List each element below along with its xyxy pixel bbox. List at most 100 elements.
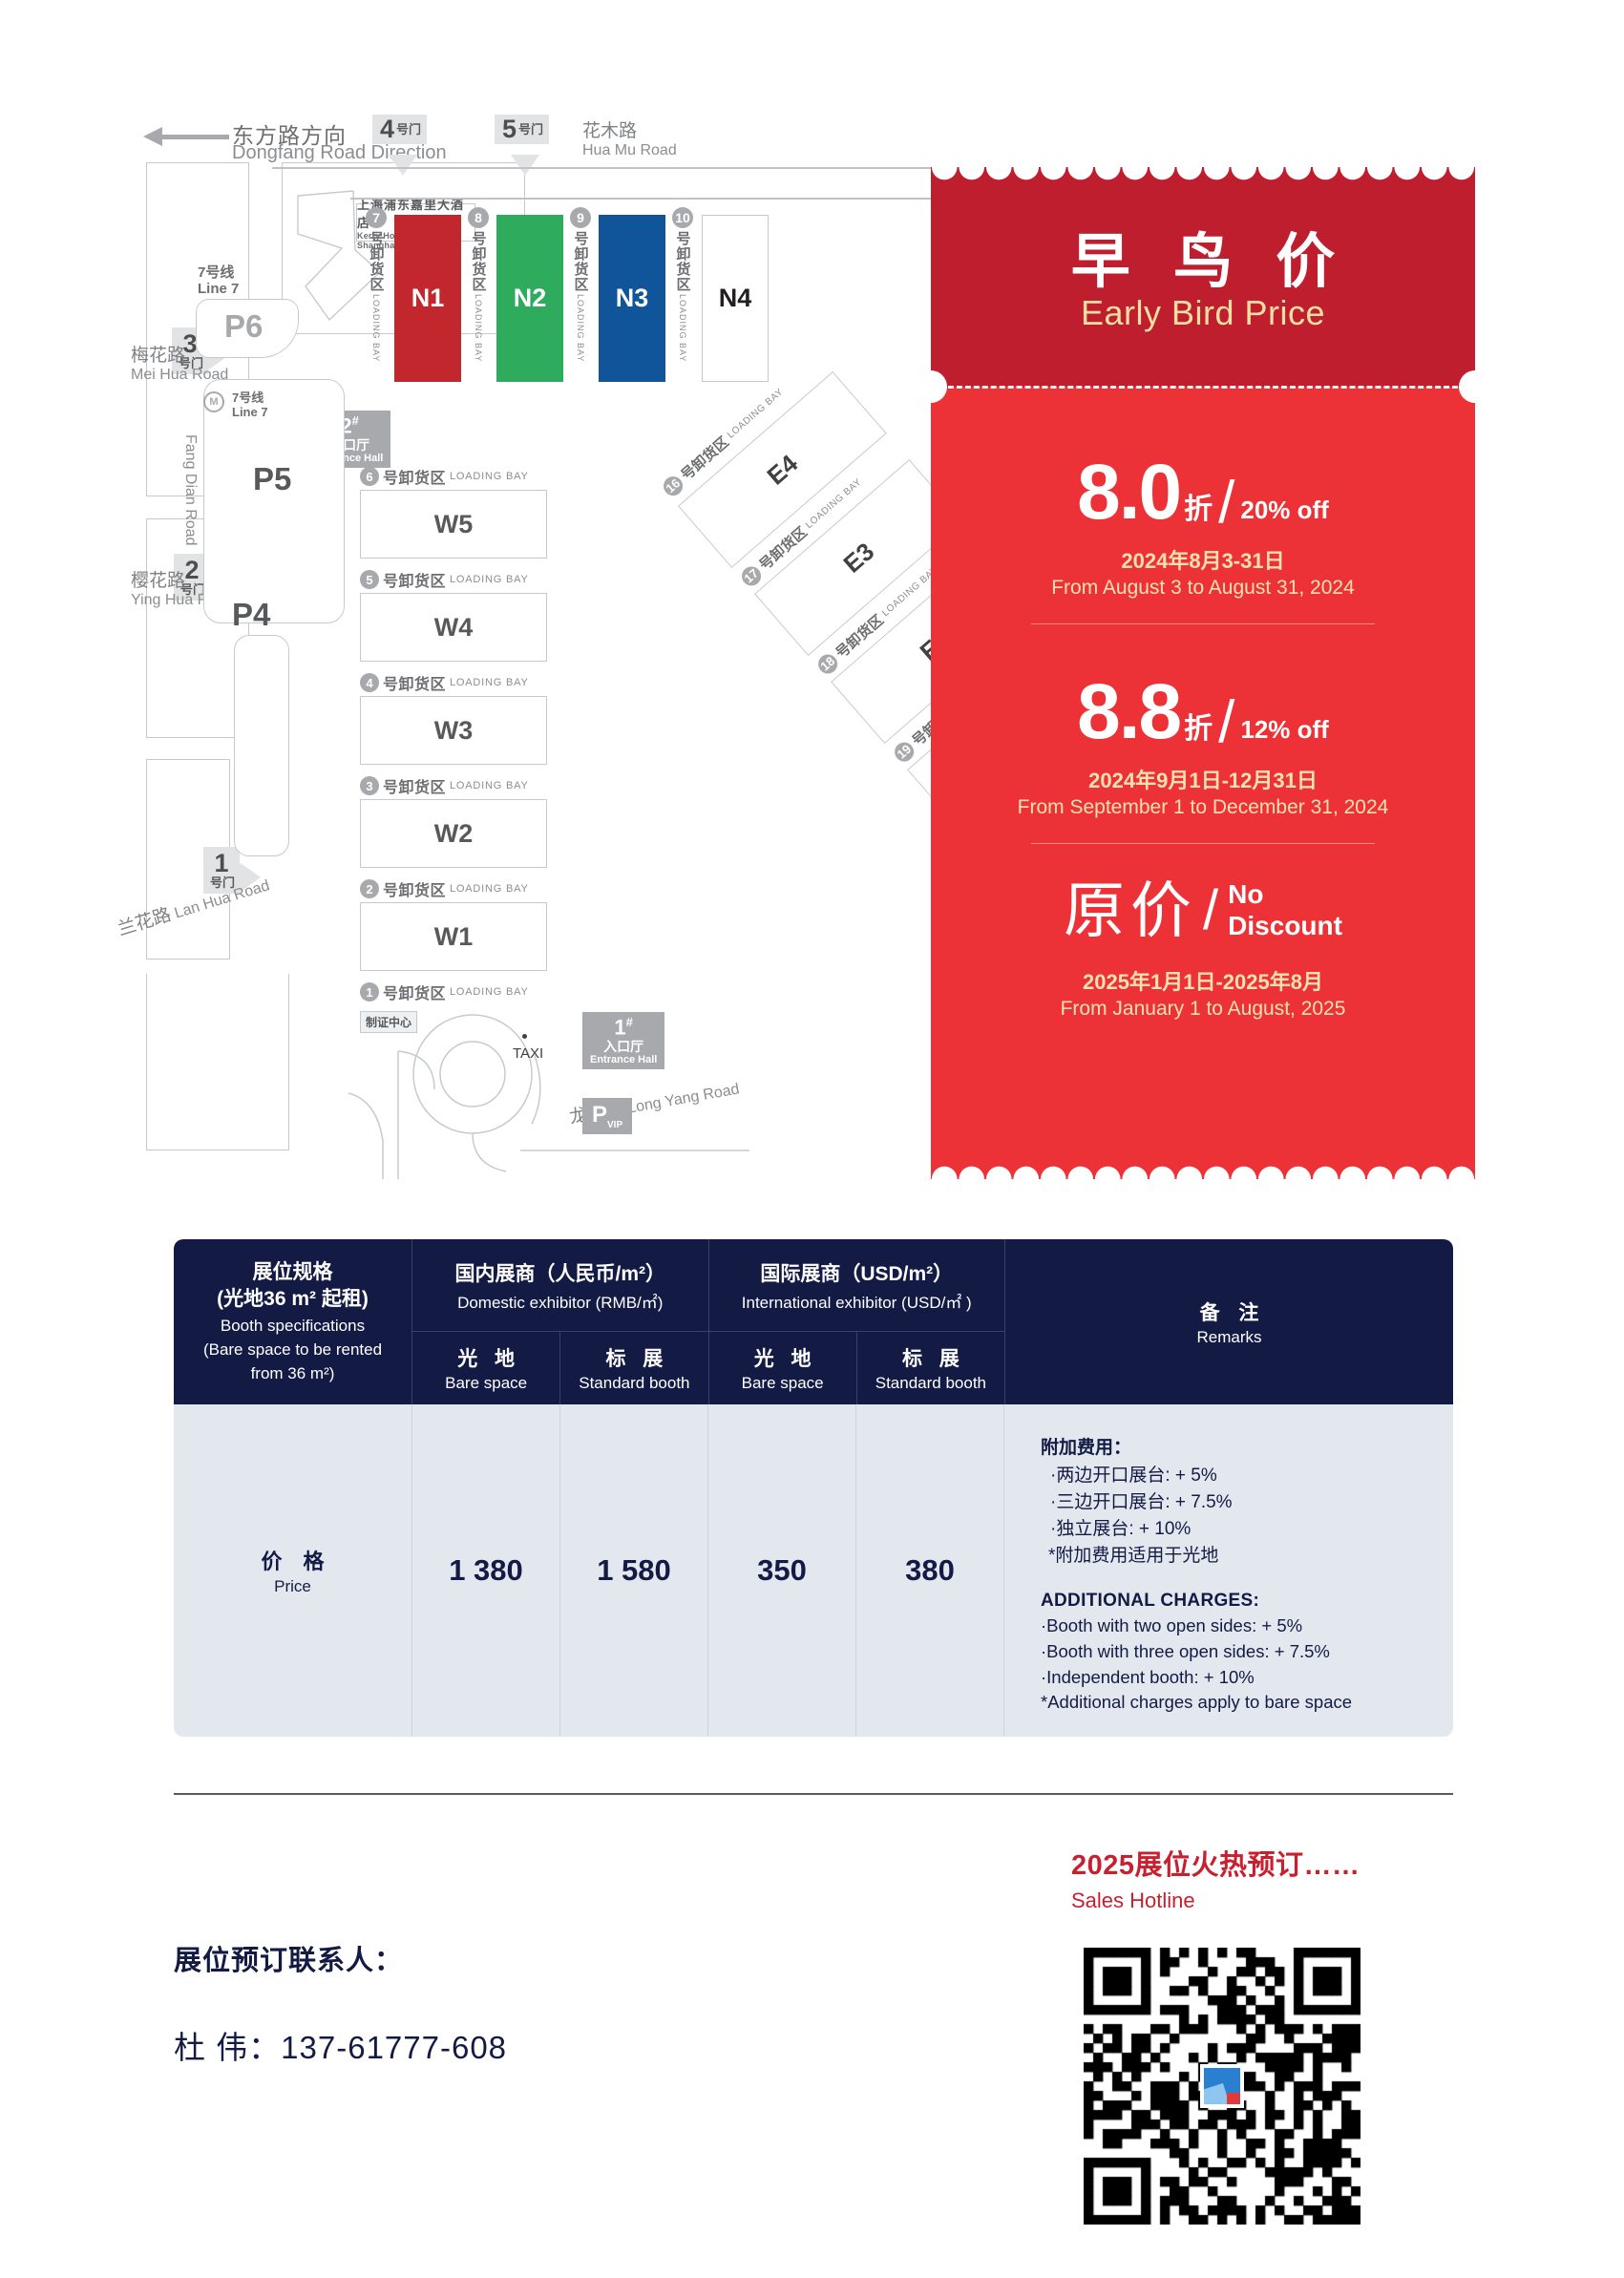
loading-bay-2-en: LOADING BAY — [450, 883, 529, 895]
price-domestic-bare: 1 380 — [412, 1404, 560, 1737]
group-domestic-cn: 国内展商（人民币/m²） — [454, 1262, 666, 1285]
hall-w2-label: W2 — [433, 818, 474, 848]
coupon-no-discount-date-cn: 2025年1月1日-2025年8月 — [1083, 970, 1323, 994]
loading-bay-9-cn: 号卸货区 — [572, 231, 589, 292]
coupon-tier-2: 8.8 折 / 12% off 2024年9月1日-12月31日 From Se… — [931, 673, 1475, 819]
type-international-bare-cn: 光 地 — [753, 1348, 817, 1370]
coupon-body-band — [931, 387, 1475, 1179]
price-international-standard: 380 — [856, 1404, 1004, 1737]
hall-w5-label: W5 — [433, 509, 474, 538]
loading-bay-10-en: LOADING BAY — [678, 294, 687, 363]
loading-bay-8-number: 8 — [468, 207, 489, 228]
loading-bay-3: 3 号卸货区 LOADING BAY — [360, 774, 529, 797]
exhibitor-group-row: 国内展商（人民币/m²） Domestic exhibitor (RMB/㎡) … — [412, 1239, 1004, 1331]
coupon-no-discount-en-1: No — [1228, 879, 1264, 910]
loading-bay-4: 4 号卸货区 LOADING BAY — [360, 671, 529, 694]
type-international-standard-cn: 标 展 — [901, 1348, 965, 1370]
type-domestic-bare-en: Bare space — [445, 1374, 528, 1392]
loading-bay-7-en: LOADING BAY — [371, 294, 381, 363]
coupon-tier-1-date-cn: 2024年8月3-31日 — [1121, 549, 1285, 573]
coupon-scallop-bottom — [931, 1158, 1475, 1179]
hall-w3[interactable]: W3 — [360, 696, 547, 765]
loading-bay-3-en: LOADING BAY — [450, 780, 529, 791]
coupon-tier-1-amount-row: 8.0 折 / 20% off — [931, 449, 1475, 537]
gate-4-suffix: 号门 — [396, 121, 422, 137]
loading-bay-1-cn: 号卸货区 — [383, 986, 447, 1002]
loading-bay-10-cn: 号卸货区 — [674, 231, 691, 292]
remarks-spacer — [1041, 1570, 1453, 1591]
remarks-header-en: Remarks — [1196, 1327, 1262, 1346]
coupon-title-en: Early Bird Price — [1080, 293, 1326, 332]
parking-p4: P4 — [232, 597, 271, 632]
parking-p4-shape — [234, 635, 289, 856]
coupon-divider-2 — [1031, 843, 1375, 844]
coupon-tier-2-unit: 折 — [1184, 713, 1213, 745]
gate-3-number: 3 — [182, 329, 198, 358]
hall-n1[interactable]: N1 — [394, 215, 461, 382]
price-domestic-standard: 1 580 — [560, 1404, 708, 1737]
type-domestic-standard: 标 展 Standard booth — [560, 1332, 709, 1404]
entrance-hall-1[interactable]: 1# 入口厅 Entrance Hall — [582, 1012, 665, 1069]
loading-bay-10-number: 10 — [672, 207, 693, 228]
hall-w2[interactable]: W2 — [360, 799, 547, 868]
parking-p5: P5 — [253, 461, 292, 496]
remarks-cn-item-3: ·独立展台: + 10% — [1050, 1519, 1192, 1540]
loading-bay-6-en: LOADING BAY — [450, 471, 529, 482]
coupon-no-discount-cn: 原价 — [1064, 875, 1198, 945]
loading-bay-7: 7 号卸货区 LOADING BAY — [362, 207, 390, 362]
hall-w4[interactable]: W4 — [360, 593, 547, 662]
sales-hotline-block: 2025展位火热预订…… Sales Hotline — [1071, 1843, 1360, 1913]
loading-bay-5-en: LOADING BAY — [450, 574, 529, 585]
price-international-bare: 350 — [708, 1404, 856, 1737]
type-domestic-bare-cn: 光 地 — [457, 1348, 521, 1370]
remarks-en-item-3: ·Independent booth: + 10% — [1041, 1666, 1255, 1687]
gate-5[interactable]: 5 号门 — [495, 115, 550, 144]
hall-w5[interactable]: W5 — [360, 490, 547, 559]
coupon-tier-2-slash-icon: / — [1218, 689, 1235, 755]
qr-code[interactable] — [1084, 1948, 1360, 2225]
hotel-shape-icon — [297, 190, 382, 322]
loading-bay-2-cn: 号卸货区 — [383, 883, 447, 899]
type-international-standard-en: Standard booth — [875, 1374, 986, 1392]
taxi-label: TAXI — [513, 1045, 544, 1062]
col-booth-specifications: 展位规格 (光地36 m² 起租) Booth specifications (… — [174, 1239, 412, 1404]
gate-1[interactable]: 1 号门 — [203, 847, 241, 894]
type-international-standard: 标 展 Standard booth — [857, 1332, 1004, 1404]
row-label-price-en: Price — [274, 1576, 311, 1595]
hall-w1[interactable]: W1 — [360, 902, 547, 971]
hall-w3-label: W3 — [433, 715, 474, 745]
sales-hotline-cn: 2025展位火热预订…… — [1071, 1850, 1360, 1881]
type-domestic-standard-en: Standard booth — [579, 1374, 690, 1392]
hall-n4[interactable]: N4 — [702, 215, 769, 382]
remarks-cell: 附加费用： ·两边开口展台: + 5% ·三边开口展台: + 7.5% ·独立展… — [1004, 1404, 1453, 1737]
coupon-perforation-line — [948, 386, 1458, 389]
coupon-no-discount-row: 原价 / No Discount — [931, 878, 1475, 942]
vip-parking: PVIP — [582, 1098, 633, 1134]
hall-n3[interactable]: N3 — [599, 215, 665, 382]
loading-bay-5-cn: 号卸货区 — [383, 574, 447, 590]
gate-4-number: 4 — [380, 115, 395, 143]
direction-label-cn: 东方路方向 — [232, 123, 347, 148]
loading-bay-4-cn: 号卸货区 — [383, 677, 447, 693]
remarks-header-cn: 备 注 — [1199, 1301, 1266, 1324]
gate-1-number: 1 — [214, 849, 229, 877]
type-domestic-standard-cn: 标 展 — [605, 1348, 669, 1370]
loading-bay-9-number: 9 — [570, 207, 591, 228]
coupon-no-discount: 原价 / No Discount 2025年1月1日-2025年8月 From … — [931, 878, 1475, 1021]
gate-4[interactable]: 4 号门 — [372, 115, 428, 144]
gate-1-arrow-icon — [238, 861, 261, 894]
hall-n2[interactable]: N2 — [496, 215, 563, 382]
gate-2-suffix: 号门 — [180, 582, 206, 597]
group-domestic-en: Domestic exhibitor (RMB/㎡) — [457, 1293, 664, 1312]
coupon-tier-2-amount: 8.8 — [1077, 668, 1182, 755]
loading-bay-1-number: 1 — [360, 982, 379, 1002]
spec-cn-line1: 展位规格 — [252, 1261, 333, 1284]
spec-en-line3: from 36 m²) — [250, 1363, 335, 1382]
gate-3-suffix: 号门 — [179, 356, 204, 370]
loading-bay-5: 5 号卸货区 LOADING BAY — [360, 568, 529, 591]
coupon-tier-2-date-cn: 2024年9月1日-12月31日 — [1088, 769, 1318, 792]
loading-bay-7-cn: 号卸货区 — [368, 231, 385, 292]
hall-e4-label: E4 — [761, 448, 803, 491]
coupon-tier-1-amount: 8.0 — [1077, 449, 1182, 536]
